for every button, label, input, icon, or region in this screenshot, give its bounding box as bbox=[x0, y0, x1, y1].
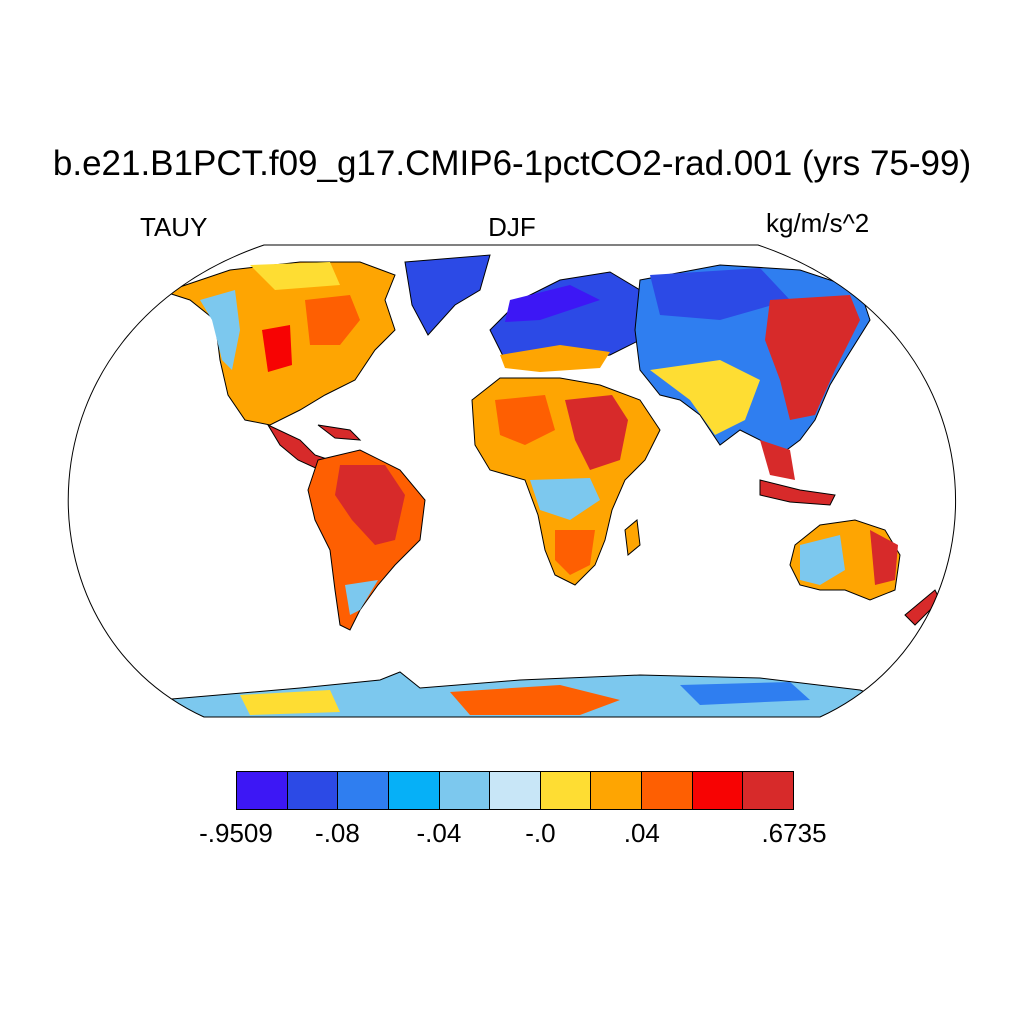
north-america-blue-west bbox=[200, 290, 240, 370]
south-america-red-core bbox=[335, 465, 405, 545]
africa-red-east bbox=[565, 395, 628, 470]
indochina-red bbox=[760, 440, 795, 480]
colorbar-box bbox=[338, 772, 389, 809]
colorbar-tick-label: -.04 bbox=[416, 818, 462, 848]
colorbar-tick-label: .04 bbox=[623, 818, 660, 848]
colorbar-tick-label: -.0 bbox=[525, 818, 556, 848]
antarctica-red-band bbox=[450, 685, 620, 715]
colorbar-box bbox=[642, 772, 693, 809]
africa-blue-central bbox=[530, 478, 600, 520]
season-label: DJF bbox=[488, 212, 536, 242]
greenland-landmass bbox=[404, 254, 491, 336]
south-america-blue-south bbox=[345, 580, 378, 615]
colorbar-box bbox=[692, 772, 744, 809]
new-zealand-landmass bbox=[904, 589, 941, 626]
plot-title: b.e21.B1PCT.f09_g17.CMIP6-1pctCO2-rad.00… bbox=[52, 144, 972, 183]
australia-blue-west bbox=[800, 535, 845, 585]
mediterranean-band bbox=[500, 345, 610, 372]
europe-blue-north bbox=[505, 285, 600, 322]
variable-label: TAUY bbox=[140, 212, 208, 242]
antarctica-yellow-west bbox=[240, 690, 340, 715]
colorbar-box bbox=[540, 772, 592, 809]
colorbar-box bbox=[287, 772, 339, 809]
north-america-yellow-north bbox=[250, 262, 340, 290]
asia-yellow-south bbox=[650, 360, 760, 435]
colorbar-box bbox=[591, 772, 643, 809]
asia-red-east bbox=[765, 295, 860, 420]
antarctica-blue-east bbox=[680, 682, 810, 705]
north-america-red-central bbox=[262, 325, 292, 372]
units-label: kg/m/s^2 bbox=[766, 208, 870, 238]
north-america-red-east bbox=[305, 295, 360, 345]
australia-red-east bbox=[870, 530, 898, 585]
madagascar-landmass bbox=[624, 519, 641, 556]
colorbar-tick-label: .6735 bbox=[761, 818, 827, 848]
southern-africa-red bbox=[555, 530, 595, 575]
colorbar-box bbox=[388, 772, 440, 809]
colorbar bbox=[236, 771, 794, 810]
colorbar-tick-label: -.9509 bbox=[199, 818, 273, 848]
africa-red-west bbox=[495, 395, 555, 445]
colorbar-box bbox=[439, 772, 491, 809]
colorbar-box bbox=[490, 772, 541, 809]
caribbean-islands bbox=[317, 424, 362, 441]
colorbar-tick-label: -.08 bbox=[315, 818, 360, 848]
map-outline bbox=[67, 244, 957, 718]
asia-blue-north bbox=[650, 268, 790, 320]
indonesia-islands bbox=[759, 479, 836, 506]
colorbar-box bbox=[237, 772, 288, 809]
colorbar-box bbox=[743, 772, 794, 809]
